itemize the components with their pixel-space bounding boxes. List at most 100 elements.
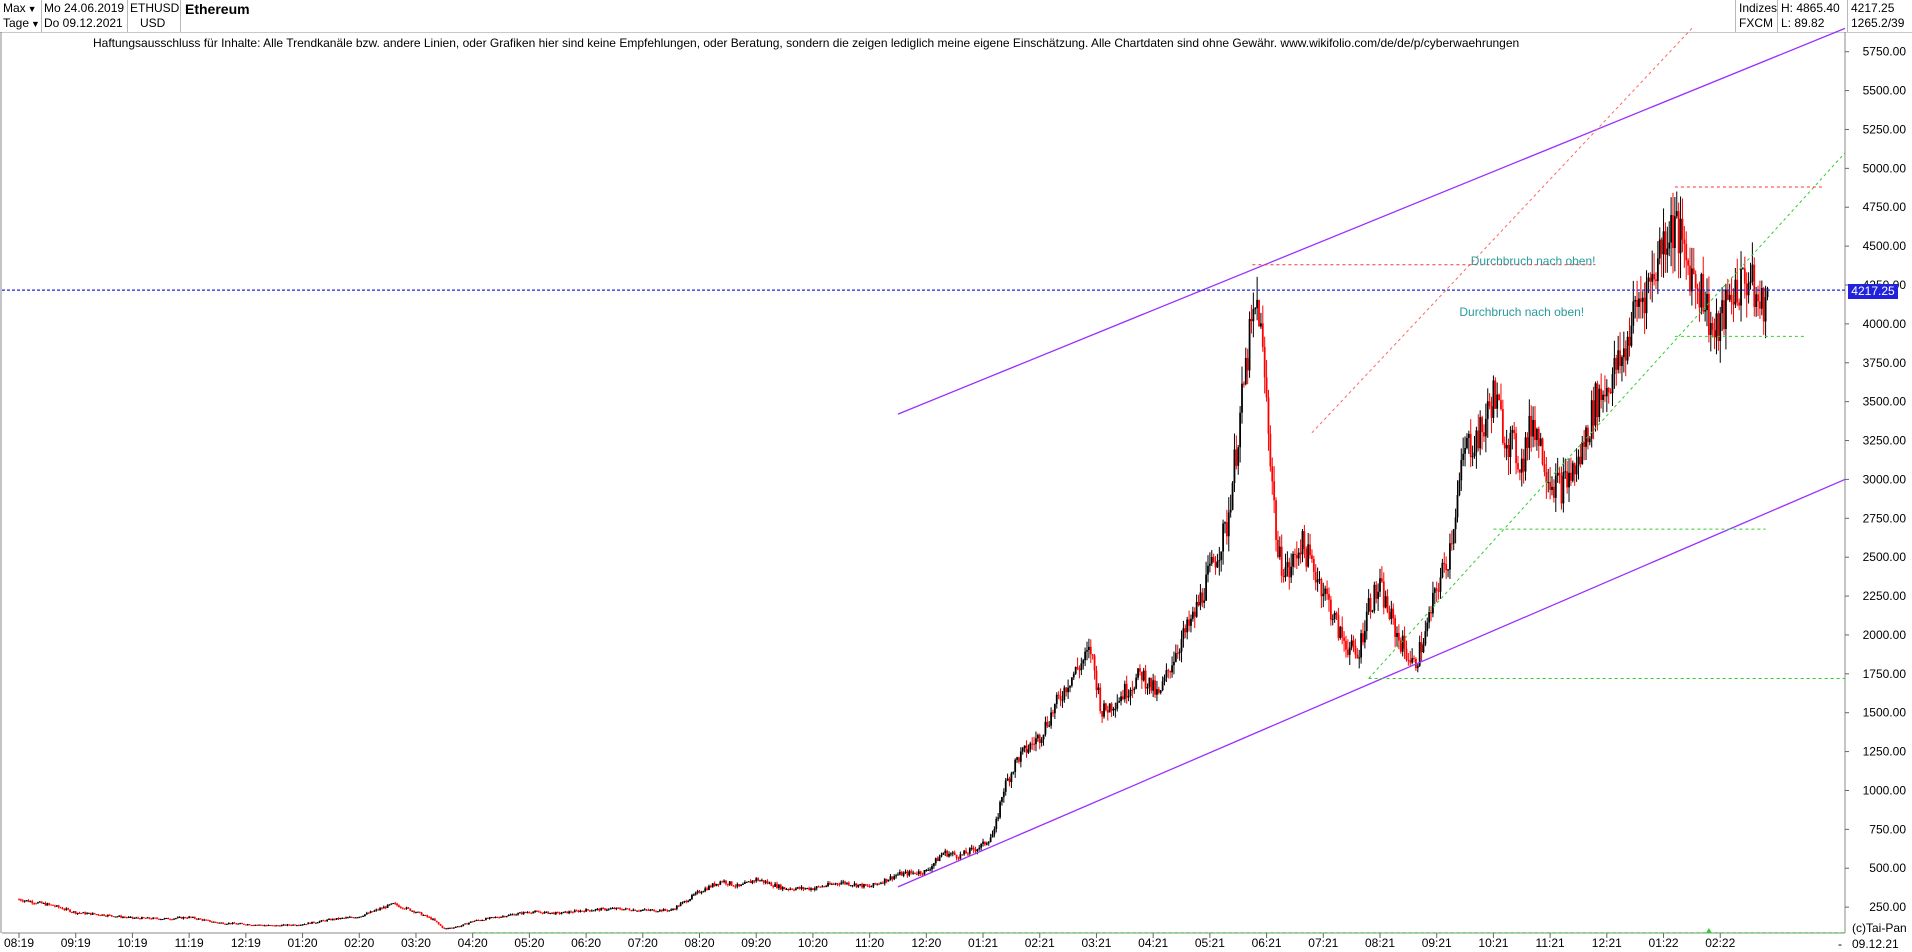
candle-body bbox=[1673, 216, 1676, 249]
candle-body bbox=[384, 906, 387, 908]
x-tick-label: 08:19 bbox=[4, 936, 34, 950]
candle-body bbox=[1668, 242, 1671, 249]
candle-body bbox=[925, 869, 928, 871]
candle-body bbox=[284, 924, 287, 926]
candle-body bbox=[1167, 670, 1170, 672]
candle-body bbox=[356, 917, 359, 919]
candle-body bbox=[585, 909, 587, 912]
divider bbox=[1735, 0, 1736, 32]
candle-body bbox=[224, 923, 226, 925]
candle-body bbox=[571, 912, 574, 914]
interval-dropdown[interactable]: Tage ▼ bbox=[3, 16, 40, 31]
candle-body bbox=[1509, 432, 1512, 458]
candle-body bbox=[715, 883, 718, 886]
candle-body bbox=[840, 882, 843, 885]
candle-body bbox=[1252, 308, 1255, 322]
candle-body bbox=[1110, 703, 1113, 711]
candle-body bbox=[25, 900, 28, 902]
candle-body bbox=[1430, 612, 1432, 614]
candle-body bbox=[770, 882, 773, 886]
x-axis-end-dash: - bbox=[1838, 937, 1842, 951]
candle-body bbox=[35, 903, 37, 905]
candle-body bbox=[33, 903, 36, 905]
candle-body bbox=[640, 910, 642, 912]
candle-body bbox=[263, 925, 266, 927]
candle-body bbox=[1063, 687, 1066, 700]
candle-body bbox=[167, 917, 170, 920]
candle-body bbox=[1042, 734, 1045, 740]
candle-body bbox=[1596, 383, 1599, 418]
candle-body bbox=[641, 909, 644, 911]
candle-body bbox=[199, 918, 202, 920]
candle-body bbox=[823, 886, 826, 888]
candle-body bbox=[1670, 215, 1672, 243]
candle-body bbox=[277, 925, 279, 927]
candle-body bbox=[666, 910, 669, 912]
candle-body bbox=[1277, 539, 1279, 557]
candle-body bbox=[180, 916, 183, 919]
candle-body bbox=[494, 917, 497, 919]
candle-body bbox=[464, 923, 467, 925]
divider bbox=[1847, 0, 1848, 32]
candle-body bbox=[951, 852, 954, 854]
candle-body bbox=[1443, 562, 1446, 565]
candle-body bbox=[1312, 558, 1315, 572]
candle-body bbox=[40, 901, 43, 904]
candle-body bbox=[893, 876, 896, 880]
y-tick-label: 3000.00 bbox=[1863, 472, 1907, 486]
candle-body bbox=[1171, 665, 1173, 673]
candle-body bbox=[622, 909, 625, 911]
candle-body bbox=[889, 876, 892, 880]
candle-body bbox=[301, 924, 304, 926]
candle-body bbox=[1564, 471, 1567, 473]
candle-body bbox=[101, 914, 104, 916]
candle-body bbox=[821, 886, 824, 888]
candle-body bbox=[1205, 574, 1207, 601]
candle-body bbox=[507, 914, 510, 917]
candle-body bbox=[857, 884, 860, 887]
candle-body bbox=[1362, 633, 1364, 643]
candle-body bbox=[37, 902, 39, 904]
candle-body bbox=[1080, 663, 1083, 671]
candle-body bbox=[1696, 287, 1699, 290]
candle-body bbox=[1585, 427, 1587, 447]
candle-body bbox=[795, 888, 797, 891]
candle-body bbox=[793, 889, 795, 891]
candle-body bbox=[416, 911, 419, 913]
candle-body bbox=[1286, 562, 1289, 568]
candle-body bbox=[1260, 323, 1262, 327]
candle-body bbox=[651, 909, 654, 911]
candle-body bbox=[1314, 571, 1317, 583]
candle-body bbox=[1152, 680, 1155, 691]
candle-body bbox=[369, 911, 372, 913]
candle-body bbox=[1399, 640, 1402, 652]
candle-body bbox=[18, 899, 20, 901]
candle-body bbox=[789, 888, 792, 890]
candle-body bbox=[751, 880, 754, 883]
y-tick-label: 1750.00 bbox=[1863, 667, 1907, 681]
candle-body bbox=[1486, 401, 1489, 419]
candle-body bbox=[1742, 268, 1744, 270]
candle-body bbox=[422, 915, 425, 917]
candle-body bbox=[711, 883, 714, 888]
candle-body bbox=[1481, 417, 1483, 433]
candle-body bbox=[1717, 313, 1720, 341]
candle-body bbox=[220, 922, 223, 924]
candle-body bbox=[20, 899, 22, 901]
candle-body bbox=[1755, 294, 1758, 307]
candle-body bbox=[1157, 689, 1160, 693]
x-tick-label: 11:19 bbox=[175, 936, 204, 950]
candle-body bbox=[1433, 588, 1436, 593]
candle-body bbox=[1036, 734, 1039, 739]
candle-body bbox=[819, 886, 822, 888]
candle-body bbox=[1086, 650, 1088, 652]
candle-body bbox=[1719, 313, 1722, 341]
current-price-label: 4217.25 bbox=[1848, 284, 1898, 299]
candle-body bbox=[1301, 531, 1304, 555]
range-dropdown[interactable]: Max ▼ bbox=[3, 1, 37, 16]
candle-body bbox=[1140, 671, 1143, 681]
candle-body bbox=[1193, 611, 1196, 617]
candle-body bbox=[1241, 383, 1243, 413]
candle-body bbox=[598, 908, 601, 911]
